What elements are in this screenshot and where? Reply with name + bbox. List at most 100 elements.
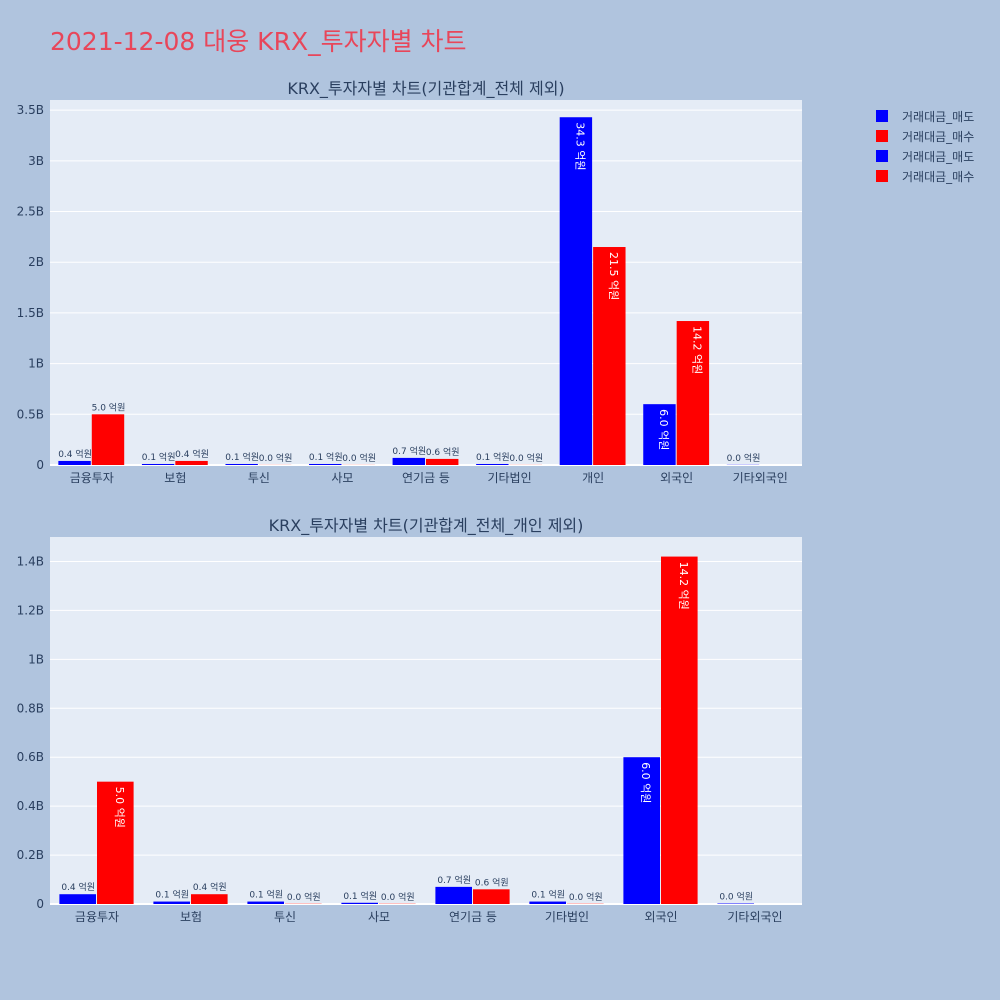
bar — [473, 889, 510, 904]
y-tick-label: 0 — [36, 897, 44, 911]
x-tick-label: 사모 — [331, 471, 353, 485]
data-label: 0.1 억원 — [249, 889, 283, 901]
x-tick-label: 금융투자 — [70, 471, 114, 485]
data-label: 34.3 억원 — [573, 122, 586, 170]
bar — [643, 404, 676, 465]
data-label: 0.1 억원 — [343, 890, 377, 902]
data-label: 0.0 억원 — [569, 891, 603, 903]
x-tick-label: 기타외국인 — [733, 471, 788, 485]
x-tick-label: 투신 — [274, 910, 296, 924]
data-label: 0.4 억원 — [61, 881, 95, 893]
y-tick-label: 1B — [28, 652, 44, 666]
y-tick-label: 0.8B — [17, 701, 44, 715]
legend-swatch — [876, 170, 888, 182]
x-tick-label: 기타법인 — [545, 910, 589, 924]
x-tick-label: 사모 — [368, 910, 390, 924]
bar — [476, 463, 509, 465]
y-tick-label: 1.4B — [17, 554, 44, 568]
legend-swatch — [876, 130, 888, 142]
data-label: 0.1 억원 — [225, 451, 259, 463]
data-label: 0.4 억원 — [193, 881, 227, 893]
data-label: 0.7 억원 — [437, 874, 471, 886]
bar — [175, 460, 208, 465]
y-tick-label: 0.4B — [17, 799, 44, 813]
data-label: 0.6 억원 — [426, 446, 460, 458]
x-tick-label: 기타법인 — [487, 471, 531, 485]
data-label: 0.0 억원 — [259, 452, 293, 464]
legend-label: 거래대금_매수 — [902, 169, 975, 184]
bar — [392, 457, 425, 465]
y-tick-label: 3B — [28, 154, 44, 168]
bar — [341, 902, 378, 904]
x-tick-label: 투신 — [248, 471, 270, 485]
x-tick-label: 기타외국인 — [727, 910, 782, 924]
y-tick-label: 3.5B — [17, 103, 44, 117]
legend-label: 거래대금_매도 — [902, 109, 975, 124]
bar — [661, 556, 698, 904]
bar — [676, 321, 710, 465]
legend-swatch — [876, 110, 888, 122]
legend-label: 거래대금_매수 — [902, 129, 975, 144]
legend-item-sell-1[interactable]: 거래대금_매도 — [876, 106, 974, 126]
bar — [435, 886, 472, 904]
data-label: 6.0 억원 — [639, 762, 652, 803]
data-label: 0.6 억원 — [475, 876, 509, 888]
x-tick-label: 보험 — [164, 471, 186, 485]
legend-item-sell-2[interactable]: 거래대금_매도 — [876, 146, 974, 166]
data-label: 21.5 억원 — [607, 252, 620, 300]
bar — [59, 894, 96, 904]
data-label: 5.0 억원 — [92, 401, 126, 413]
data-label: 0.1 억원 — [142, 451, 176, 463]
y-tick-label: 0.2B — [17, 848, 44, 862]
bar — [529, 901, 566, 904]
legend-item-buy-1[interactable]: 거래대금_매수 — [876, 126, 974, 146]
data-label: 0.1 억원 — [531, 889, 565, 901]
data-label: 14.2 억원 — [677, 562, 690, 610]
bar — [58, 460, 91, 465]
bar — [247, 901, 284, 904]
x-tick-label: 연기금 등 — [402, 471, 450, 485]
data-label: 0.0 억원 — [727, 452, 761, 464]
legend-label: 거래대금_매도 — [902, 149, 975, 164]
data-label: 6.0 억원 — [657, 409, 670, 450]
bar — [91, 414, 125, 465]
y-tick-label: 1B — [28, 357, 44, 371]
data-label: 0.0 억원 — [381, 891, 415, 903]
data-label: 0.1 억원 — [155, 889, 189, 901]
data-label: 14.2 억원 — [690, 326, 703, 374]
x-tick-label: 외국인 — [660, 471, 693, 485]
bar — [593, 247, 626, 465]
data-label: 5.0 억원 — [113, 787, 126, 828]
y-tick-label: 1.2B — [17, 603, 44, 617]
bar — [225, 463, 258, 465]
page-title: 2021-12-08 대웅 KRX_투자자별 차트 — [50, 27, 467, 56]
bar — [426, 458, 459, 465]
bar — [97, 781, 134, 904]
data-label: 0.4 억원 — [58, 448, 92, 460]
y-tick-label: 1.5B — [17, 306, 44, 320]
chart-title: KRX_투자자별 차트(기관합계_전체 제외) — [287, 79, 564, 99]
data-label: 0.1 억원 — [309, 451, 343, 463]
bar — [559, 117, 593, 465]
x-tick-label: 보험 — [180, 910, 202, 924]
chart-title: KRX_투자자별 차트(기관합계_전체_개인 제외) — [269, 516, 584, 536]
x-tick-label: 금융투자 — [75, 910, 119, 924]
x-tick-label: 개인 — [582, 471, 604, 485]
data-label: 0.0 억원 — [342, 452, 376, 464]
y-tick-label: 2B — [28, 255, 44, 269]
legend-item-buy-2[interactable]: 거래대금_매수 — [876, 166, 974, 186]
bar — [623, 757, 660, 904]
data-label: 0.0 억원 — [287, 891, 321, 903]
data-label: 0.4 억원 — [175, 448, 209, 460]
data-label: 0.7 억원 — [392, 445, 426, 457]
y-tick-label: 2.5B — [17, 205, 44, 219]
x-tick-label: 외국인 — [644, 910, 677, 924]
data-label: 0.1 억원 — [476, 451, 510, 463]
bar — [141, 463, 175, 465]
data-label: 0.0 억원 — [719, 891, 753, 903]
y-tick-label: 0.5B — [17, 407, 44, 421]
bar — [309, 463, 342, 465]
bar — [153, 901, 190, 904]
legend-swatch — [876, 150, 888, 162]
